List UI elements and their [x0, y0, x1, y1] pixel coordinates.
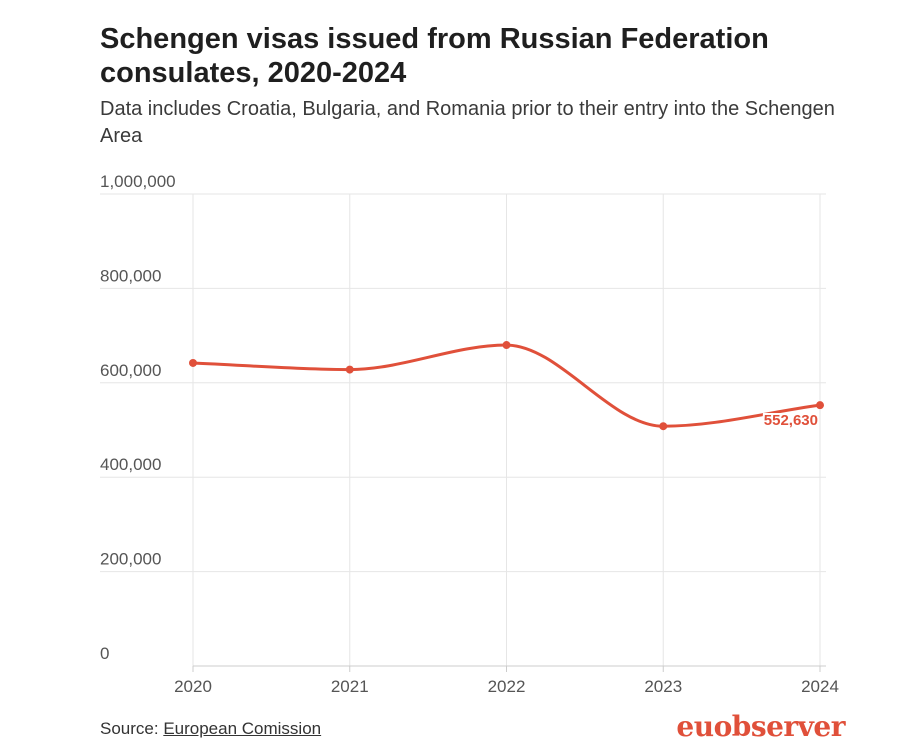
data-point [502, 341, 511, 350]
y-tick-label: 0 [100, 644, 109, 663]
source-link[interactable]: European Comission [163, 719, 322, 738]
data-point [659, 422, 668, 431]
y-tick-label: 200,000 [100, 550, 161, 569]
x-tick-label: 2022 [488, 677, 526, 696]
source-line: Source: European Comission [100, 719, 321, 739]
brand-logo: euobserver [676, 710, 845, 743]
chart-subtitle: Data includes Croatia, Bulgaria, and Rom… [100, 98, 835, 147]
data-point [345, 365, 354, 374]
x-tick-label: 2023 [644, 677, 682, 696]
chart-title: Schengen visas issued from Russian Feder… [100, 23, 769, 89]
source-prefix: Source: [100, 719, 164, 738]
data-point [816, 401, 824, 410]
y-tick-label: 800,000 [100, 266, 161, 285]
x-tick-label: 2020 [174, 677, 212, 696]
data-point [189, 358, 197, 367]
y-tick-label: 1,000,000 [100, 172, 176, 191]
x-tick-label: 2024 [801, 677, 839, 696]
y-tick-label: 600,000 [100, 361, 161, 380]
x-tick-label: 2021 [331, 677, 369, 696]
y-tick-label: 400,000 [100, 455, 161, 474]
data-label: 552,630 [764, 412, 818, 429]
